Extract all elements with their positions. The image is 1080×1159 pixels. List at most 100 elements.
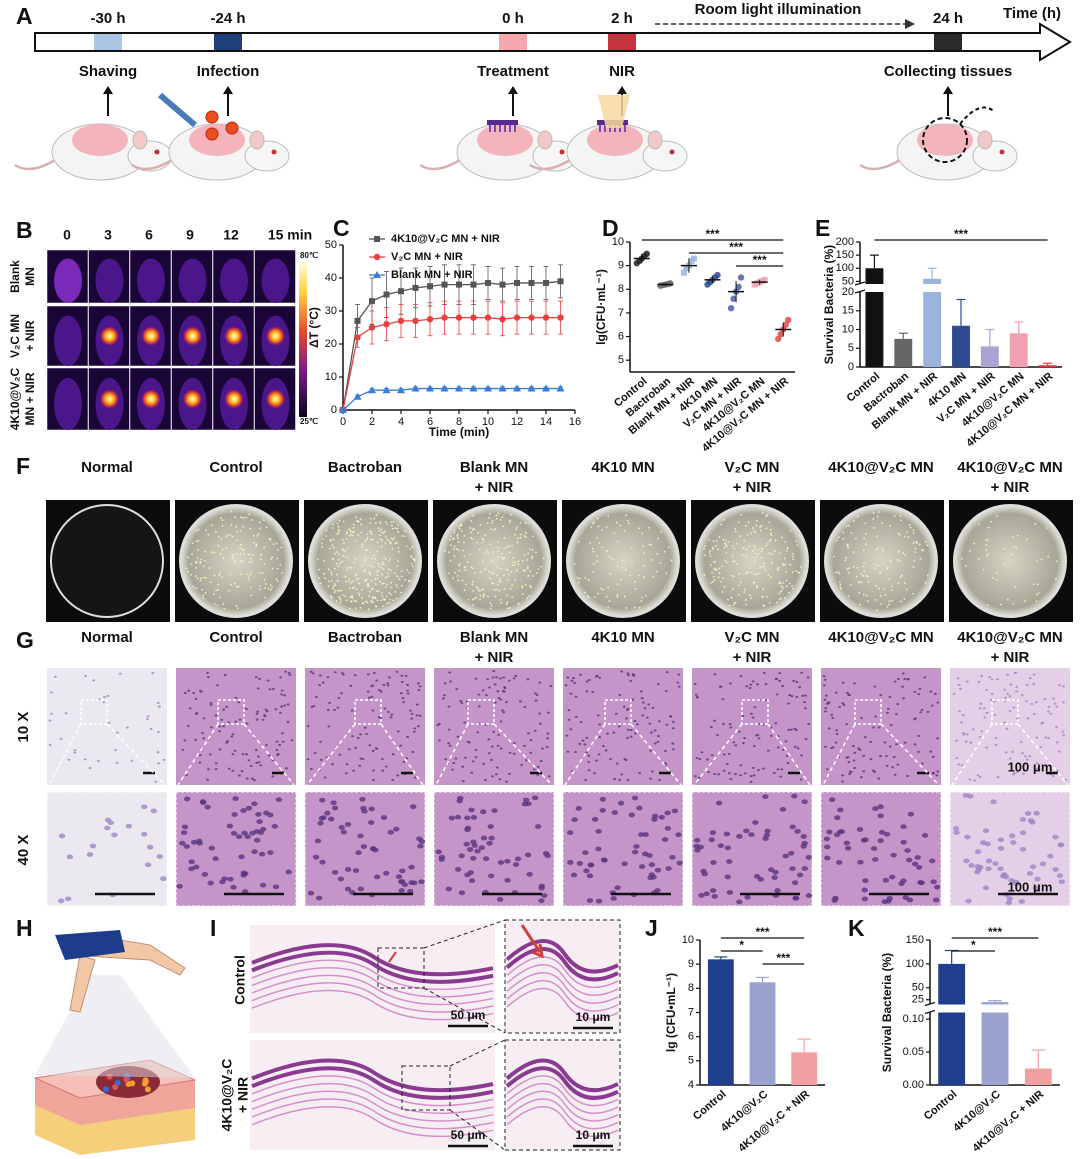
nucleus xyxy=(1043,697,1047,701)
colony xyxy=(219,552,222,555)
colony xyxy=(199,579,202,582)
colony xyxy=(371,533,373,536)
colony xyxy=(712,546,714,549)
nucleus xyxy=(964,834,971,840)
colony xyxy=(383,530,386,533)
hot-spot xyxy=(99,389,120,409)
nucleus xyxy=(312,854,320,860)
nucleus xyxy=(886,707,890,710)
colony xyxy=(852,551,855,554)
nucleus xyxy=(490,745,494,748)
nucleus xyxy=(885,898,892,904)
nucleus xyxy=(734,773,737,776)
nucleus xyxy=(546,737,549,740)
nucleus xyxy=(579,673,582,676)
nucleus xyxy=(804,737,808,741)
colony xyxy=(195,529,198,532)
colony xyxy=(528,595,531,598)
colony xyxy=(212,593,215,596)
nucleus xyxy=(862,878,869,884)
nucleus xyxy=(157,762,160,765)
nucleus xyxy=(149,727,153,731)
colony xyxy=(249,574,252,576)
point xyxy=(785,316,792,324)
nucleus xyxy=(492,670,496,673)
nucleus xyxy=(622,705,626,708)
nucleus xyxy=(1056,873,1064,879)
nucleus xyxy=(531,795,539,801)
nucleus xyxy=(478,845,486,851)
nucleus xyxy=(141,831,148,837)
nucleus xyxy=(956,677,960,680)
colony xyxy=(770,534,773,537)
colony xyxy=(195,566,197,569)
colony xyxy=(969,550,971,552)
nucleus xyxy=(769,734,773,737)
colony xyxy=(577,541,580,543)
colony xyxy=(506,594,508,597)
nucleus xyxy=(968,863,975,868)
tissue-fiber xyxy=(251,1082,494,1114)
nucleus xyxy=(486,840,493,846)
colony xyxy=(348,607,351,610)
nucleus xyxy=(781,748,785,751)
nucleus xyxy=(524,852,532,858)
y-axis-label: lg (CFU•mL⁻¹) xyxy=(664,973,678,1052)
nucleus xyxy=(141,804,148,810)
nucleus xyxy=(1032,885,1040,891)
colony xyxy=(230,583,232,586)
significance-label: *** xyxy=(988,925,1002,939)
nucleus xyxy=(661,837,669,842)
nucleus xyxy=(276,753,280,756)
colony xyxy=(341,560,344,563)
nucleus xyxy=(271,823,279,829)
y-tick-label: 0.10 xyxy=(903,1013,924,1025)
nucleus xyxy=(829,797,836,803)
colony xyxy=(516,526,519,528)
nucleus xyxy=(492,730,496,733)
nucleus xyxy=(231,753,235,756)
colony xyxy=(470,536,472,539)
time-label: 24 h xyxy=(933,10,963,27)
point xyxy=(484,384,492,392)
nucleus xyxy=(470,815,478,820)
nucleus xyxy=(271,775,275,778)
zoom-box xyxy=(401,1065,451,1111)
colony xyxy=(374,558,376,560)
colony xyxy=(201,588,204,591)
nucleus xyxy=(992,861,999,866)
colony xyxy=(857,581,860,584)
colony xyxy=(720,523,723,526)
colony xyxy=(489,528,492,531)
colony xyxy=(996,515,998,518)
nucleus xyxy=(417,843,424,849)
zoom-box xyxy=(604,699,632,725)
colony xyxy=(898,560,901,562)
colony xyxy=(527,574,530,577)
colony xyxy=(457,541,460,544)
colony xyxy=(496,574,499,577)
colony xyxy=(875,548,878,551)
colony xyxy=(200,577,202,580)
colony xyxy=(855,575,858,578)
color-bar xyxy=(299,262,307,417)
zoom-box xyxy=(377,947,425,989)
nucleus xyxy=(404,674,408,677)
colony xyxy=(922,549,925,552)
colony xyxy=(540,565,542,568)
colony xyxy=(643,564,645,567)
colony xyxy=(369,530,372,533)
colony xyxy=(346,547,349,550)
group-label: V₂C MN xyxy=(725,629,780,646)
colony xyxy=(361,597,363,599)
colony xyxy=(375,590,378,592)
nucleus xyxy=(752,744,756,748)
colony xyxy=(217,588,219,591)
nucleus xyxy=(331,869,339,875)
colony xyxy=(722,577,724,580)
nucleus xyxy=(222,708,226,711)
nucleus xyxy=(786,761,790,765)
panel-letter: A xyxy=(16,3,33,29)
series-line xyxy=(342,387,561,411)
mouse-ear xyxy=(647,130,663,150)
